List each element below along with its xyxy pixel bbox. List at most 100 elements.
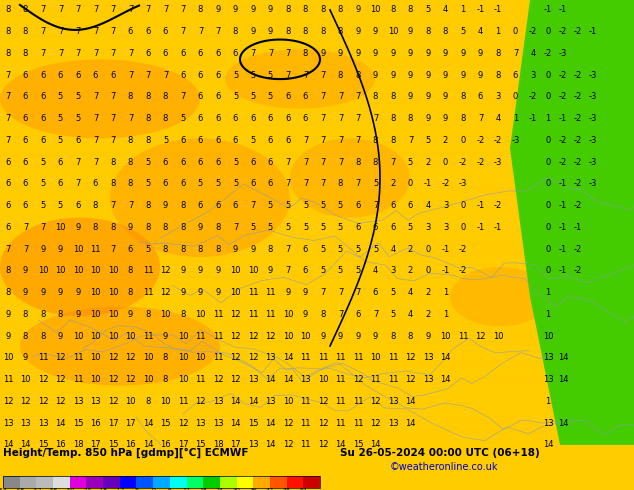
Text: 9: 9 [163,332,168,341]
Text: 14: 14 [283,375,294,384]
Text: 9: 9 [58,332,63,341]
Text: 6: 6 [163,179,168,188]
Text: 9: 9 [250,27,256,36]
Text: 8: 8 [41,310,46,319]
Text: 11: 11 [195,332,206,341]
Text: 8: 8 [128,179,133,188]
Text: 12: 12 [230,332,241,341]
Text: 9: 9 [5,310,11,319]
Text: 13: 13 [423,375,433,384]
Text: 5: 5 [233,179,238,188]
Text: 5: 5 [303,201,308,210]
Text: 7: 7 [285,267,290,275]
Text: 7: 7 [110,136,115,145]
Text: 9: 9 [163,201,168,210]
Text: 8: 8 [373,93,378,101]
Text: 0: 0 [545,267,550,275]
Text: 18: 18 [212,441,223,449]
Text: -3: -3 [494,158,502,167]
Text: 3: 3 [530,71,536,80]
Text: 10: 10 [301,332,311,341]
Text: 12: 12 [318,397,328,406]
Text: -6: -6 [133,489,139,490]
Text: 10: 10 [248,267,258,275]
Bar [287,476,303,488]
Text: 14: 14 [283,353,294,363]
Text: 7: 7 [163,71,168,80]
Text: 10: 10 [108,332,119,341]
Text: 1: 1 [545,310,550,319]
Text: -3: -3 [459,179,467,188]
Text: 4: 4 [373,267,378,275]
Text: 11: 11 [301,353,311,363]
Text: 4: 4 [391,245,396,254]
Text: 13: 13 [248,375,258,384]
Text: 6: 6 [216,136,221,145]
Text: 7: 7 [163,5,168,14]
Text: 7: 7 [41,223,46,232]
Text: 3: 3 [443,201,448,210]
Text: 8: 8 [338,71,343,80]
Text: 0: 0 [545,27,550,36]
Text: 8: 8 [355,71,361,80]
Text: 14: 14 [370,441,381,449]
Text: 8: 8 [303,27,308,36]
Text: 12: 12 [183,489,190,490]
Text: 13: 13 [265,353,276,363]
Text: 5: 5 [303,223,308,232]
Text: 8: 8 [41,332,46,341]
Text: 14: 14 [265,375,276,384]
Text: 14: 14 [558,418,568,428]
Text: 10: 10 [388,27,398,36]
Text: 6: 6 [23,201,28,210]
Text: 13: 13 [423,353,433,363]
Text: 12: 12 [370,397,381,406]
Text: 8: 8 [23,49,28,58]
Bar [204,476,220,488]
Text: 7: 7 [110,201,115,210]
Text: 5: 5 [268,71,273,80]
Text: 14: 14 [405,418,416,428]
Text: 5: 5 [460,27,465,36]
Text: 6: 6 [180,158,186,167]
Text: 7: 7 [338,288,343,297]
Text: 8: 8 [495,71,501,80]
Text: 6: 6 [163,49,168,58]
Text: 6: 6 [198,71,203,80]
Text: -2: -2 [529,93,537,101]
Text: 12: 12 [55,397,66,406]
Text: 6: 6 [41,114,46,123]
Text: 10: 10 [178,375,188,384]
Text: 1: 1 [443,310,448,319]
Text: 9: 9 [198,267,203,275]
Text: 7: 7 [478,114,483,123]
Text: 8: 8 [180,201,186,210]
Text: 11: 11 [248,288,258,297]
Text: 8: 8 [391,136,396,145]
Text: 6: 6 [216,71,221,80]
Text: 7: 7 [75,49,81,58]
Text: 10: 10 [55,223,66,232]
Text: 11: 11 [301,441,311,449]
Text: 6: 6 [145,27,151,36]
Text: -2: -2 [559,93,567,101]
Text: 30: 30 [233,489,240,490]
Text: 8: 8 [128,267,133,275]
Text: 6: 6 [23,93,28,101]
Text: -1: -1 [559,5,567,14]
Text: 6: 6 [285,136,290,145]
Text: 11: 11 [388,375,398,384]
Text: -12: -12 [115,489,125,490]
Text: 1: 1 [495,27,501,36]
Text: -1: -1 [559,179,567,188]
Text: -1: -1 [441,245,450,254]
Text: 11: 11 [388,353,398,363]
Text: 4: 4 [531,49,536,58]
Text: 10: 10 [143,375,153,384]
Text: 9: 9 [408,71,413,80]
Text: -2: -2 [574,93,582,101]
Text: -2: -2 [574,136,582,145]
Text: 10: 10 [126,397,136,406]
Text: 12: 12 [405,375,416,384]
Text: 5: 5 [320,201,326,210]
